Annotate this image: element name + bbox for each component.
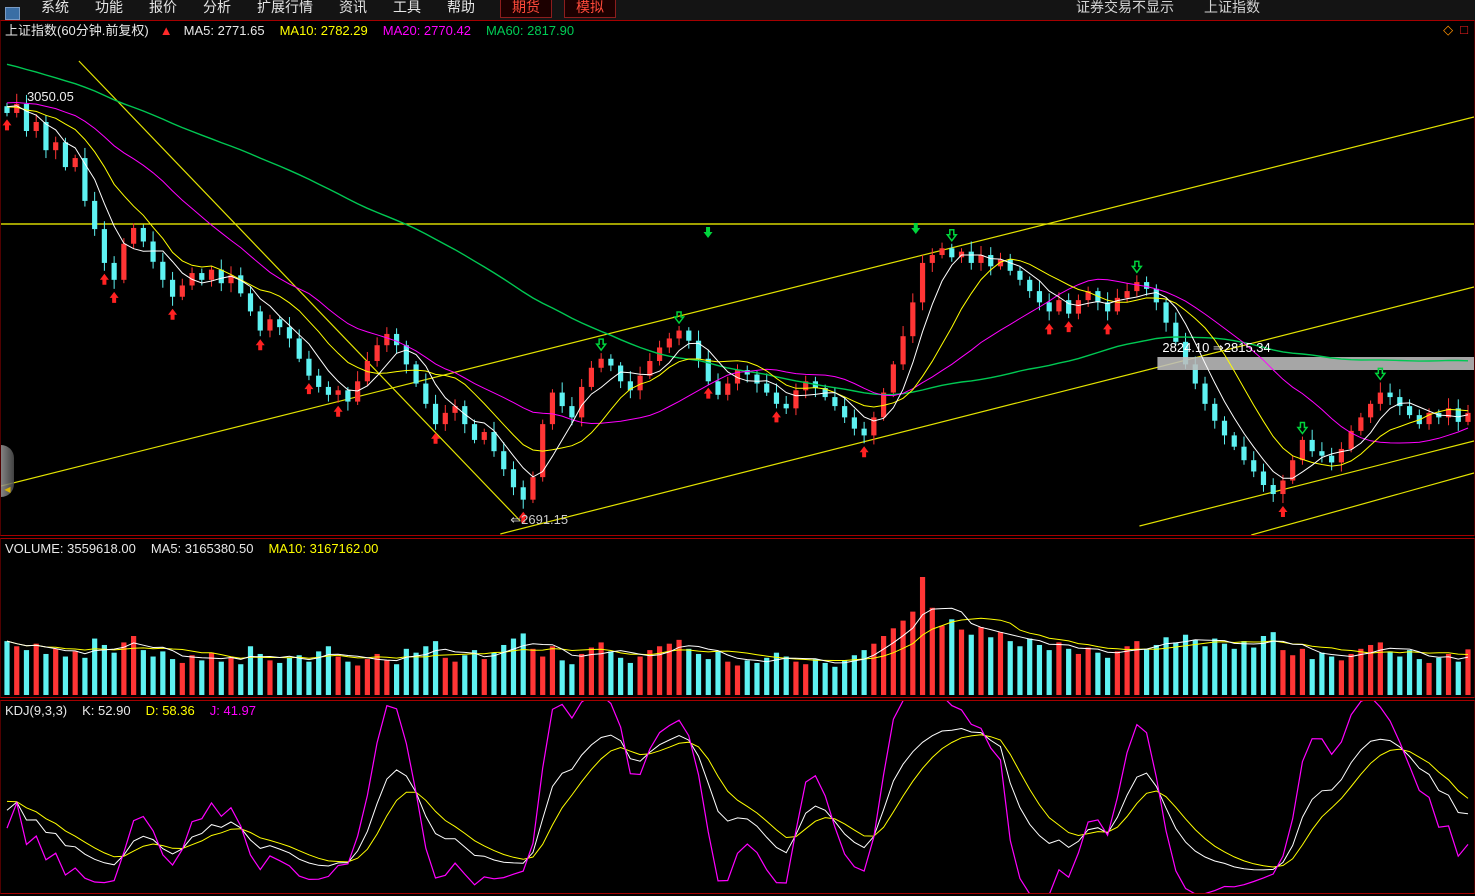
kdj-d-label: D: 58.36 — [145, 703, 195, 718]
volume-label: VOLUME: 3559618.00 — [5, 541, 136, 556]
main-chart-header: 上证指数(60分钟.前复权) ▲ MA5: 2771.65 MA10: 2782… — [5, 22, 574, 39]
kdj-chart[interactable] — [1, 701, 1474, 893]
kdj-k-label: K: 52.90 — [82, 703, 131, 718]
menu-item[interactable]: 帮助 — [447, 0, 475, 15]
price-annotation-label: 2824.10 ⇒2815.34 — [1162, 340, 1270, 355]
menu-item-highlighted[interactable]: 期货 — [500, 0, 552, 18]
chart-title: 上证指数(60分钟.前复权) — [5, 23, 149, 38]
ma5-label: MA5: 2771.65 — [183, 23, 265, 38]
sidebar-collapse-handle[interactable]: ◀ — [1, 445, 14, 497]
panel-window-icons: ◇ □ — [1443, 22, 1468, 38]
volume-ma10-label: MA10: 3167162.00 — [268, 541, 379, 556]
buy-signal-legend-icon: ▲ — [159, 23, 173, 38]
ma10-label: MA10: 2782.29 — [279, 23, 368, 38]
menu-item-highlighted[interactable]: 模拟 — [564, 0, 616, 18]
ma60-label: MA60: 2817.90 — [485, 23, 575, 38]
menu-item[interactable]: 扩展行情 — [257, 0, 313, 15]
main-chart-panel: 上证指数(60分钟.前复权) ▲ MA5: 2771.65 MA10: 2782… — [0, 20, 1475, 536]
ma20-label: MA20: 2770.42 — [382, 23, 471, 38]
menu-item[interactable]: 报价 — [149, 0, 177, 15]
collapse-arrow-icon: ◀ — [4, 485, 11, 494]
diamond-icon[interactable]: ◇ — [1443, 22, 1454, 37]
menu-item[interactable]: 资讯 — [339, 0, 367, 15]
price-annotation-label: ⇐2691.15 — [510, 512, 568, 527]
price-annotation-label: 3050.05 — [27, 89, 74, 104]
volume-chart[interactable] — [1, 539, 1474, 697]
candlestick-chart[interactable]: 3050.05 ⇐2691.15 2824.10 ⇒2815.34 — [1, 21, 1474, 535]
menu-right: 证券交易不显示 上证指数 — [1076, 0, 1260, 20]
volume-header: VOLUME: 3559618.00 MA5: 3165380.50 MA10:… — [5, 540, 378, 557]
kdj-j-label: J: 41.97 — [209, 703, 256, 718]
kdj-name-label: KDJ(9,3,3) — [5, 703, 68, 718]
menu-item[interactable]: 功能 — [95, 0, 123, 15]
menu-item[interactable]: 系统 — [41, 0, 69, 15]
window-box-icon[interactable]: □ — [1460, 22, 1468, 37]
kdj-panel: KDJ(9,3,3) K: 52.90 D: 58.36 J: 41.97 — [0, 700, 1475, 894]
menu-right-item[interactable]: 上证指数 — [1204, 0, 1260, 15]
kdj-header: KDJ(9,3,3) K: 52.90 D: 58.36 J: 41.97 — [5, 702, 256, 719]
menu-right-item[interactable]: 证券交易不显示 — [1076, 0, 1174, 15]
menu-bar: 系统 功能 报价 分析 扩展行情 资讯 工具 帮助 期货 模拟 证券交易不显示 上证指数 — [0, 0, 1475, 20]
menu-item[interactable]: 分析 — [203, 0, 231, 15]
menu-item[interactable]: 工具 — [393, 0, 421, 15]
app-logo-icon — [5, 7, 20, 20]
volume-panel: VOLUME: 3559618.00 MA5: 3165380.50 MA10:… — [0, 538, 1475, 698]
volume-ma5-label: MA5: 3165380.50 — [150, 541, 254, 556]
menu-items: 系统 功能 报价 分析 扩展行情 资讯 工具 帮助 期货 模拟 — [28, 0, 616, 20]
